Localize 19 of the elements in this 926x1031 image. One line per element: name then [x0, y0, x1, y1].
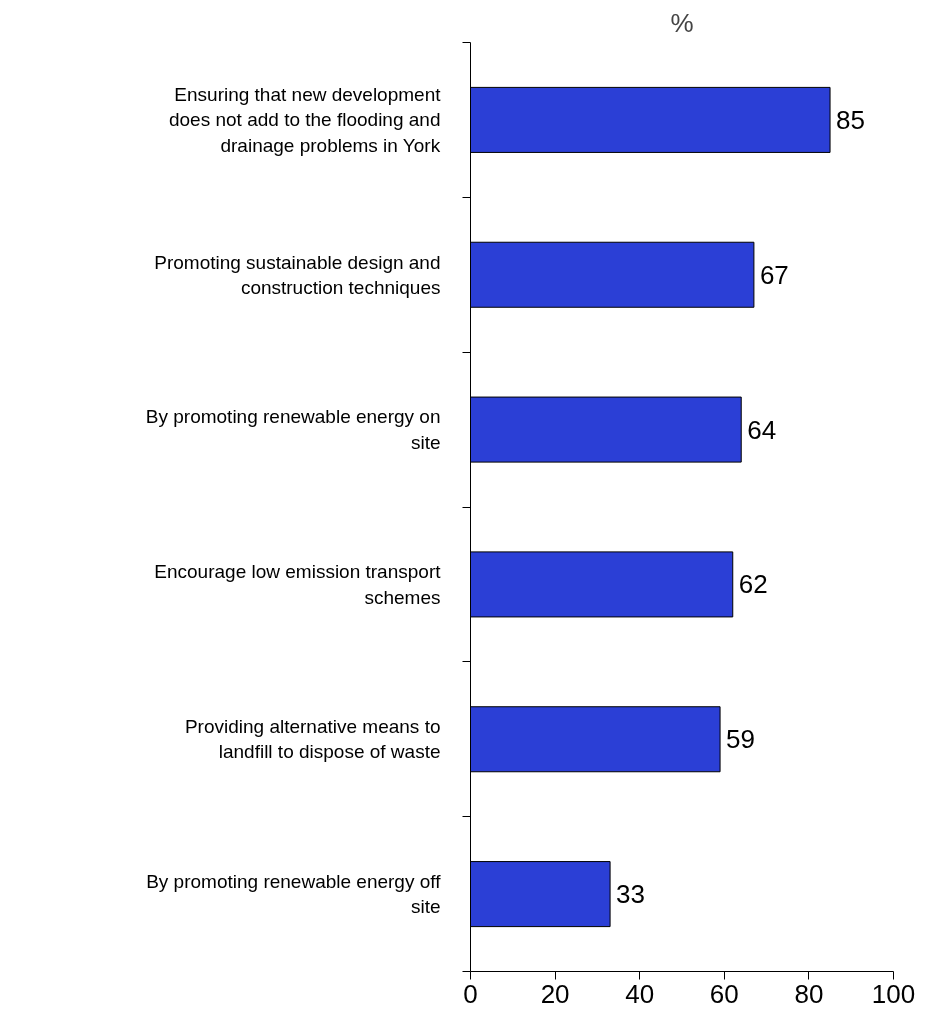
y-tick-label: Promoting sustainable design and construction techniques — [154, 251, 441, 298]
x-tick-label: 20 — [540, 978, 570, 1009]
data-label: 59 — [726, 724, 755, 755]
data-label: 33 — [616, 879, 646, 910]
data-label: 85 — [836, 104, 865, 135]
data-label: 62 — [738, 569, 768, 600]
y-tick-label: By promoting renewable energy on site — [145, 406, 441, 453]
x-tick-label: 60 — [709, 978, 739, 1009]
y-tick-label: By promoting renewable energy off site — [146, 870, 442, 918]
x-tick-label: 100 — [871, 978, 916, 1009]
x-axis-title: % — [670, 7, 694, 38]
x-tick-label: 80 — [794, 978, 824, 1009]
x-tick-label: 40 — [625, 978, 655, 1009]
x-tick-label: 0 — [463, 978, 478, 1009]
y-tick-label: Encourage low emission transport schemes — [154, 561, 442, 608]
data-label: 67 — [759, 259, 789, 290]
y-tick-label: Ensuring that new development does not add to the flooding and drainage problems in York — [169, 84, 442, 156]
y-tick-label: Providing alternative means to landfill to dispose of waste — [184, 716, 441, 763]
data-label: 64 — [747, 414, 777, 445]
